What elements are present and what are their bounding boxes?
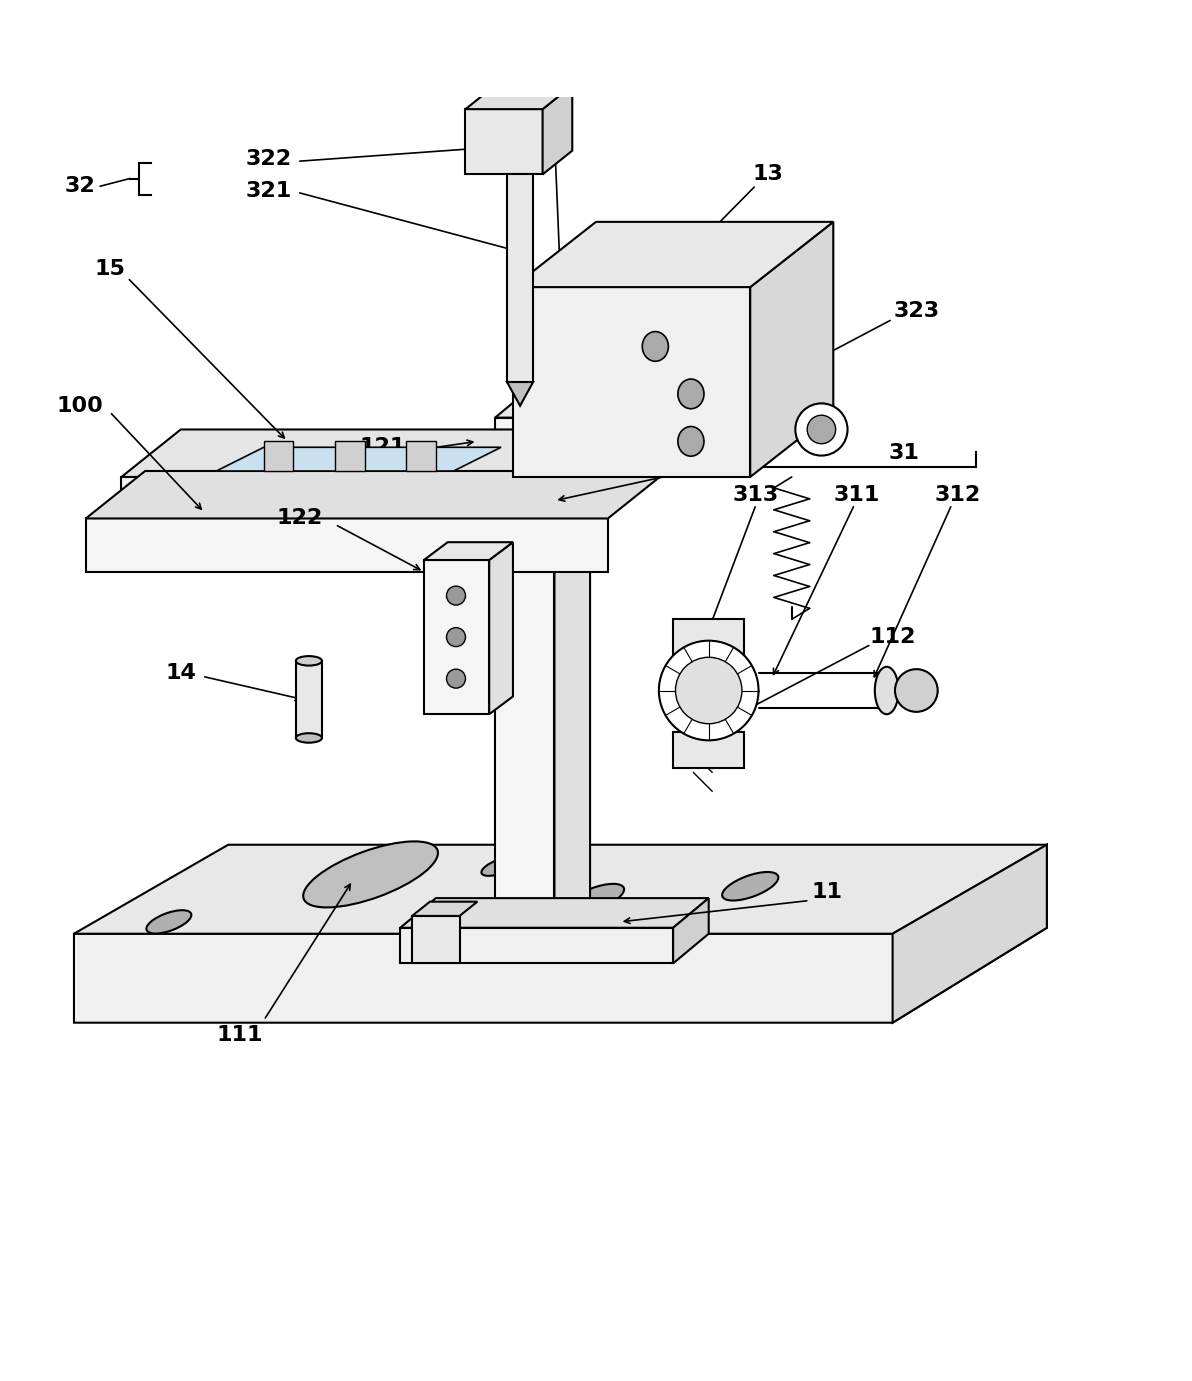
- Polygon shape: [216, 447, 501, 471]
- Polygon shape: [893, 845, 1047, 1023]
- Text: 11: 11: [812, 882, 843, 902]
- Polygon shape: [673, 898, 709, 964]
- Text: 311: 311: [834, 485, 880, 504]
- Polygon shape: [86, 471, 668, 518]
- Polygon shape: [412, 902, 477, 916]
- Ellipse shape: [678, 378, 704, 409]
- Bar: [424, 559, 489, 714]
- Bar: [466, 109, 542, 174]
- Ellipse shape: [678, 427, 704, 456]
- Text: 32: 32: [64, 177, 95, 196]
- Polygon shape: [406, 442, 436, 471]
- Polygon shape: [86, 518, 608, 572]
- Text: 322: 322: [246, 149, 292, 168]
- Polygon shape: [513, 222, 833, 287]
- Polygon shape: [673, 619, 744, 655]
- Polygon shape: [424, 543, 513, 559]
- Polygon shape: [542, 86, 572, 174]
- Text: 14: 14: [166, 663, 197, 682]
- Circle shape: [447, 627, 466, 646]
- Circle shape: [795, 403, 848, 456]
- Ellipse shape: [147, 910, 192, 934]
- Circle shape: [659, 641, 758, 740]
- Text: 122: 122: [277, 508, 323, 529]
- Text: 323: 323: [893, 301, 939, 320]
- Text: 13: 13: [752, 164, 783, 185]
- Polygon shape: [495, 388, 590, 417]
- Polygon shape: [122, 429, 632, 476]
- Circle shape: [447, 670, 466, 688]
- Circle shape: [895, 670, 938, 711]
- Polygon shape: [750, 222, 833, 476]
- Text: 12: 12: [712, 449, 741, 470]
- Polygon shape: [74, 845, 1047, 934]
- Ellipse shape: [296, 656, 322, 666]
- Text: 15: 15: [94, 260, 125, 279]
- Polygon shape: [673, 732, 744, 768]
- Text: 312: 312: [935, 485, 981, 504]
- Polygon shape: [401, 898, 709, 928]
- Text: 131: 131: [526, 117, 572, 137]
- Text: 321: 321: [246, 181, 292, 202]
- Text: 121: 121: [359, 438, 405, 457]
- Ellipse shape: [482, 856, 521, 876]
- Text: 112: 112: [869, 627, 915, 648]
- Polygon shape: [401, 928, 673, 964]
- Text: 313: 313: [733, 485, 780, 504]
- Polygon shape: [513, 287, 750, 476]
- Circle shape: [807, 416, 836, 443]
- Bar: [296, 661, 322, 737]
- Polygon shape: [122, 476, 572, 518]
- Polygon shape: [554, 388, 590, 928]
- Bar: [412, 916, 460, 964]
- Polygon shape: [263, 442, 293, 471]
- Ellipse shape: [296, 733, 322, 743]
- Text: 111: 111: [217, 1025, 263, 1044]
- Ellipse shape: [567, 884, 625, 913]
- Bar: [507, 174, 533, 383]
- Polygon shape: [335, 442, 365, 471]
- Polygon shape: [507, 383, 533, 406]
- Circle shape: [676, 657, 741, 724]
- Polygon shape: [489, 543, 513, 714]
- Polygon shape: [495, 417, 554, 928]
- Ellipse shape: [642, 331, 669, 362]
- Polygon shape: [466, 86, 572, 109]
- Text: 31: 31: [889, 443, 920, 463]
- Ellipse shape: [303, 841, 437, 907]
- Polygon shape: [74, 845, 1047, 1023]
- Ellipse shape: [722, 871, 778, 900]
- Text: 100: 100: [56, 396, 104, 416]
- Ellipse shape: [875, 667, 899, 714]
- Circle shape: [447, 586, 466, 605]
